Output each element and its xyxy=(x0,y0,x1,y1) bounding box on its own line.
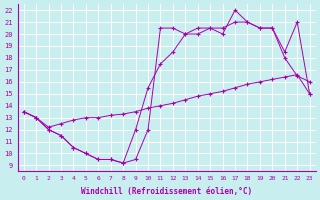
X-axis label: Windchill (Refroidissement éolien,°C): Windchill (Refroidissement éolien,°C) xyxy=(81,187,252,196)
